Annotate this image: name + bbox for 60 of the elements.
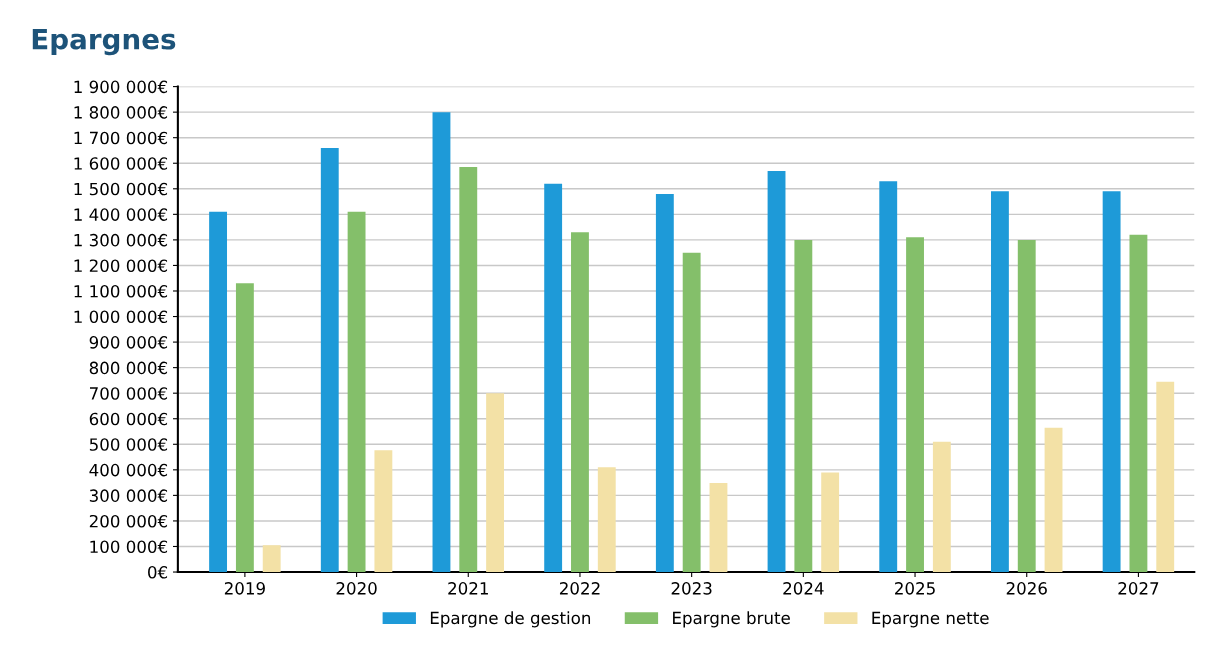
x-tick-label: 2026 [1006,582,1047,595]
y-tick-label: 600 000€ [89,412,168,426]
chart-title: Epargnes [32,28,176,56]
y-tick-label: 500 000€ [89,438,168,451]
x-tick-label: 2019 [224,582,265,595]
y-tick-label: 900 000€ [89,336,168,349]
bar [262,545,281,573]
y-tick-label: 1 000 000€ [74,310,168,324]
x-tick-label: 2021 [448,582,488,595]
bar [347,211,366,573]
y-tick-label: 100 000€ [90,540,168,554]
x-tick-label: 2020 [336,582,377,595]
bar [990,191,1009,573]
bar [320,147,339,573]
y-tick-label: 300 000€ [89,489,168,502]
bar [1044,427,1063,573]
y-tick-label: 800 000€ [89,361,168,375]
bar [597,467,616,573]
legend-label: Epargne brute [673,611,790,628]
x-tick-label: 2022 [559,582,600,595]
bar [932,441,951,573]
y-tick-label: 1 300 000€ [74,233,168,247]
y-tick-label: 1 600 000€ [74,157,168,170]
y-tick-label: 200 000€ [89,514,168,528]
bar [906,237,924,573]
x-tick-label: 2024 [783,582,824,595]
bar [1017,239,1036,573]
bar [459,167,478,573]
bar [432,112,451,573]
bar [655,193,674,573]
bar [486,393,505,573]
x-tick-label: 2023 [671,582,712,595]
bar [794,239,813,573]
bar [709,483,728,573]
bar [209,211,228,573]
x-tick-label: 2027 [1118,582,1159,595]
y-tick-label: 1 200 000€ [74,259,168,273]
bar [682,252,701,573]
y-tick-label: 1 100 000€ [74,284,168,298]
bar [544,183,563,573]
y-tick-label: 700 000€ [89,387,168,400]
x-tick-label: 2025 [895,582,935,595]
bar [821,472,840,573]
bar [879,181,898,573]
y-tick-label: 0€ [148,565,168,579]
y-tick-label: 1 700 000€ [74,131,168,145]
bar [571,232,589,573]
bar [1129,234,1148,573]
bar [1156,381,1175,573]
bar [374,450,393,573]
y-tick-label: 400 000€ [89,463,168,477]
legend-label: Epargne de gestion [430,611,591,628]
legend-label: Epargne nette [872,611,989,628]
bar [1102,191,1121,573]
y-tick-label: 1 900 000€ [74,80,168,94]
y-tick-label: 1 500 000€ [74,182,168,196]
bar [235,283,254,573]
y-tick-label: 1 400 000€ [74,208,168,221]
y-tick-label: 1 800 000€ [74,106,168,119]
bar [767,170,786,573]
